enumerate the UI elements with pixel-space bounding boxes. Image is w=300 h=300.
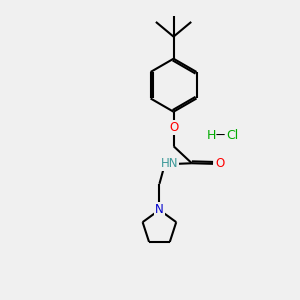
Text: HN: HN xyxy=(160,157,178,170)
Text: H: H xyxy=(207,129,216,142)
Text: O: O xyxy=(169,122,178,134)
Text: −: − xyxy=(214,129,226,142)
Text: Cl: Cl xyxy=(226,129,238,142)
Text: N: N xyxy=(155,207,164,220)
Text: O: O xyxy=(215,157,225,170)
Text: N: N xyxy=(155,203,164,216)
